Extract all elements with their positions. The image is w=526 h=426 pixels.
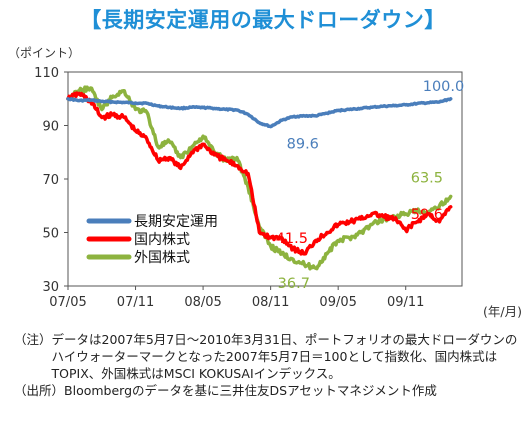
legend-entry: 長期安定運用 — [134, 214, 218, 230]
legend-entry: 国内株式 — [134, 232, 190, 248]
series-line-1 — [66, 97, 453, 129]
chart-title: 【長期安定運用の最大ドローダウン】 — [80, 8, 446, 32]
note-label: （注） — [14, 332, 52, 347]
x-tick-label: 07/11 — [117, 295, 154, 310]
note-text: データは2007年5月7日～2010年3月31日、ポートフォリオの最大ドローダウ… — [51, 332, 518, 381]
y-tick-label: 70 — [42, 173, 59, 188]
source-row: （出所） Bloombergのデータを基に三井住友DSアセットマネジメント作成 — [14, 382, 519, 399]
source-text: Bloombergのデータを基に三井住友DSアセットマネジメント作成 — [64, 383, 437, 398]
data-label: 100.0 — [423, 79, 465, 95]
data-label: 59.6 — [411, 207, 443, 223]
series-line-2 — [66, 91, 453, 256]
x-tick-label: 07/05 — [49, 295, 86, 310]
footnotes: （注） データは2007年5月7日～2010年3月31日、ポートフォリオの最大ド… — [14, 331, 519, 399]
y-tick-label: 30 — [42, 280, 59, 295]
series-line-3 — [66, 85, 453, 271]
x-tick-label: 08/11 — [252, 295, 289, 310]
data-label: 89.6 — [287, 137, 319, 153]
data-label: 41.5 — [276, 231, 308, 247]
line-chart: 30 50 70 90 110 07/05 07/11 08/05 08/11 09/05 09/1… — [34, 66, 522, 319]
y-tick-label: 50 — [42, 227, 59, 242]
source-label: （出所） — [14, 383, 65, 398]
x-tick-label: 09/05 — [319, 295, 356, 310]
y-tick-label: 110 — [34, 66, 59, 81]
data-label: 36.7 — [278, 276, 310, 292]
y-axis-unit-label: （ポイント） — [8, 46, 81, 60]
note-row: （注） データは2007年5月7日～2010年3月31日、ポートフォリオの最大ド… — [14, 331, 519, 382]
data-label: 63.5 — [411, 170, 443, 186]
legend-entry: 外国株式 — [134, 250, 190, 266]
x-tick-label: 09/11 — [387, 295, 424, 310]
x-axis-unit-label: (年/月) — [483, 304, 522, 319]
x-tick-label: 08/05 — [184, 295, 221, 310]
y-tick-label: 90 — [42, 120, 59, 135]
